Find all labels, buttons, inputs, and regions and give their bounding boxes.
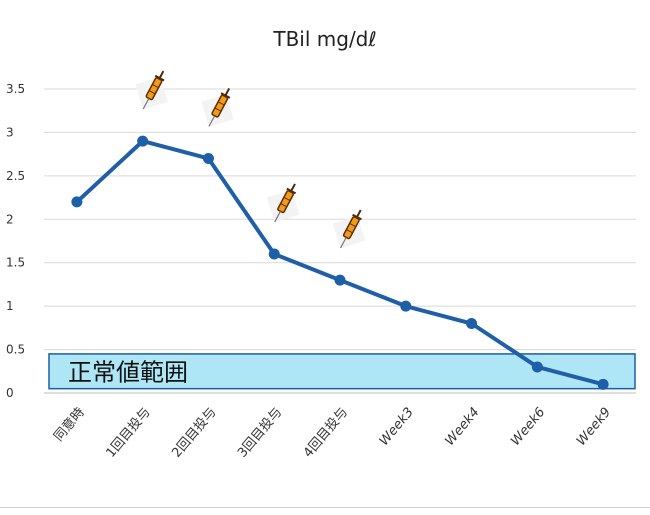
series-line bbox=[71, 135, 609, 390]
injection-markers bbox=[135, 70, 366, 249]
data-point bbox=[466, 318, 478, 330]
syringe-icon bbox=[201, 87, 234, 127]
y-tick-label: 0 bbox=[6, 386, 14, 400]
y-tick-label: 2.5 bbox=[6, 169, 25, 183]
y-tick-label: 3.5 bbox=[6, 82, 25, 96]
syringe-mark bbox=[152, 83, 159, 89]
syringe-flange bbox=[220, 92, 231, 99]
y-tick-label: 1.5 bbox=[6, 256, 25, 270]
x-tick-label: 4回目投与 bbox=[300, 404, 351, 460]
data-point bbox=[268, 248, 280, 260]
syringe-plunger bbox=[224, 87, 231, 96]
data-point bbox=[137, 135, 149, 147]
data-point bbox=[71, 196, 83, 208]
chart-title: TBil mg/dℓ bbox=[272, 27, 376, 51]
x-tick-label: 3回目投与 bbox=[234, 404, 285, 460]
x-tick-label: Week3 bbox=[377, 405, 417, 449]
y-tick-label: 1 bbox=[6, 299, 14, 313]
x-tick-label: Week6 bbox=[508, 405, 548, 449]
syringe-plunger bbox=[158, 70, 165, 79]
syringe-mark bbox=[217, 101, 225, 106]
syringe-icon bbox=[266, 183, 300, 223]
syringe-icon bbox=[135, 70, 168, 110]
syringe-needle bbox=[142, 98, 150, 110]
syringe-plunger bbox=[356, 209, 362, 218]
syringe-needle bbox=[340, 237, 347, 249]
y-tick-label: 2 bbox=[6, 212, 14, 226]
syringe-plunger bbox=[290, 183, 296, 192]
y-tick-label: 3 bbox=[6, 125, 14, 139]
data-point bbox=[597, 378, 609, 390]
y-axis-ticks: 0 0.5 1 1.5 2 2.5 3 3.5 bbox=[6, 82, 25, 400]
data-point bbox=[400, 300, 412, 312]
syringe-icon bbox=[332, 209, 366, 249]
normal-range-band: 正常値範囲 bbox=[48, 353, 636, 390]
syringe-mark bbox=[148, 90, 156, 95]
syringe-mark bbox=[349, 222, 357, 228]
syringe-flange bbox=[154, 74, 165, 82]
x-tick-label: 同意時 bbox=[51, 404, 88, 444]
data-point bbox=[334, 274, 346, 286]
y-tick-label: 0.5 bbox=[6, 343, 25, 357]
x-tick-label: Week9 bbox=[574, 405, 614, 449]
x-axis-ticks: 同意時 1回目投与 2回目投与 3回目投与 4回目投与 Week3 Week4 Week6 We… bbox=[51, 404, 615, 460]
data-point bbox=[202, 152, 214, 164]
syringe-needle bbox=[208, 115, 216, 127]
syringe-flange bbox=[352, 213, 362, 221]
x-tick-label: 2回目投与 bbox=[169, 404, 220, 460]
syringe-flange bbox=[286, 187, 297, 195]
syringe-mark bbox=[214, 107, 222, 112]
bottom-rule bbox=[0, 507, 650, 508]
x-tick-label: Week4 bbox=[442, 405, 482, 449]
syringe-needle bbox=[274, 211, 281, 223]
gridlines bbox=[44, 88, 636, 394]
syringe-mark bbox=[346, 229, 353, 234]
syringe-mark bbox=[280, 203, 288, 208]
normal-range-label: 正常値範囲 bbox=[68, 358, 188, 386]
data-point bbox=[531, 361, 543, 373]
x-tick-label: 1回目投与 bbox=[103, 404, 154, 460]
syringe-mark bbox=[283, 196, 291, 202]
